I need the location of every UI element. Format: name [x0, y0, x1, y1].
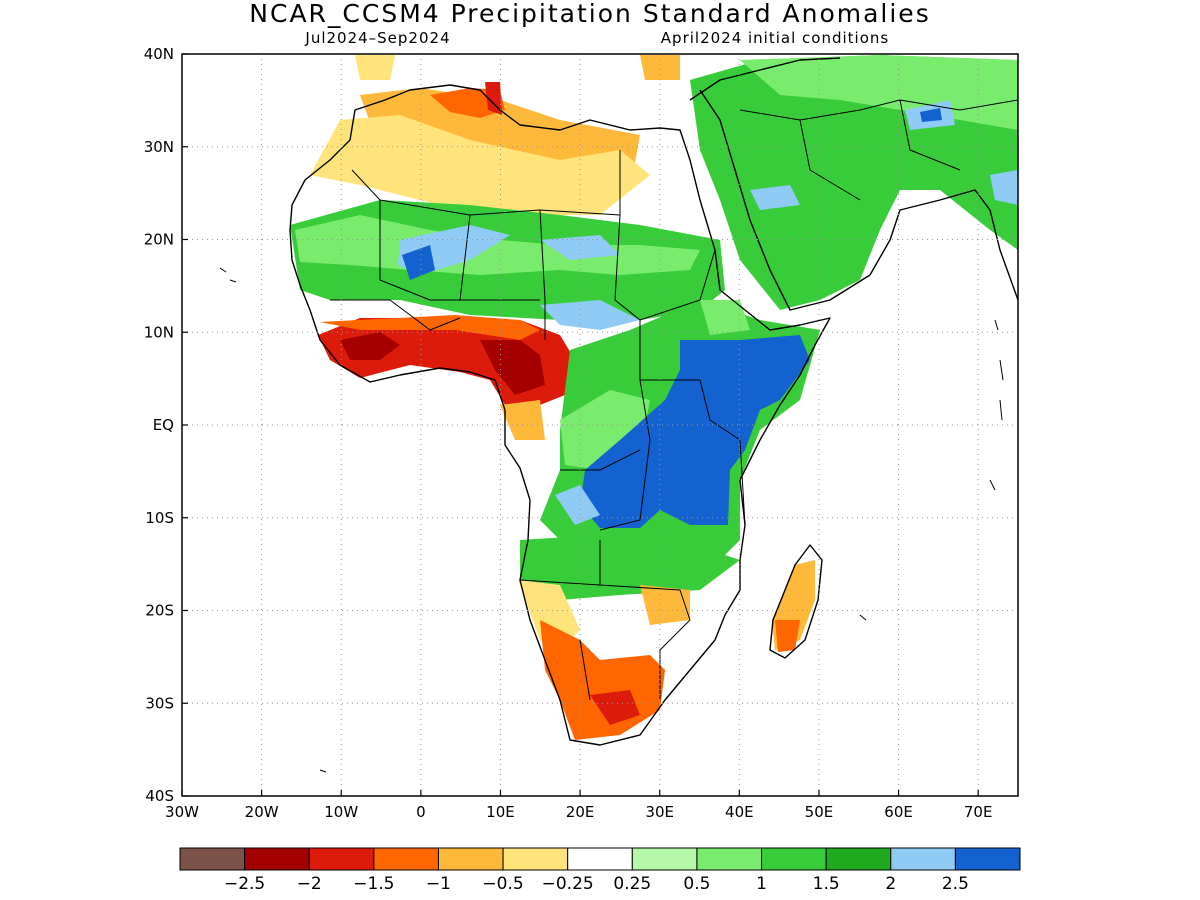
- latitude-axis: 40N 30N 20N 10N EQ 10S 20S 30S 40S: [144, 45, 188, 805]
- colorbar: −2.5 −2 −1.5 −1 −0.5 −0.25 0.25 0.5 1 1.5 2 2.5: [179, 847, 1021, 894]
- colorbar-swatch: [179, 847, 246, 871]
- colorbar-label: 2.5: [942, 874, 969, 894]
- longitude-axis: 30W 20W 10W 0 10E 20E 30E 40E 50E 60E 70E: [165, 790, 992, 821]
- colorbar-swatch: [308, 847, 375, 871]
- colorbar-swatch: [890, 847, 956, 871]
- anomaly-southafrica-red: [590, 690, 640, 725]
- coastlines-and-borders: [219, 57, 1018, 773]
- colorbar-label: 0.5: [683, 874, 710, 894]
- anomaly-sahel-light: [295, 215, 700, 275]
- lon-tick-label: 60E: [884, 803, 913, 821]
- colorbar-swatch: [373, 847, 439, 871]
- colorbar-swatch: [502, 847, 569, 871]
- madagascar-coastline: [769, 544, 823, 659]
- lat-tick-label: 20S: [145, 602, 174, 620]
- arabia-coastline: [699, 89, 1018, 311]
- anomaly-east-africa-darkblue: [580, 335, 810, 528]
- anomaly-morocco-light: [355, 55, 395, 80]
- anomaly-red-sea-green: [700, 300, 750, 335]
- anomaly-gabon-light: [500, 400, 545, 440]
- colorbar-swatch: [567, 847, 633, 871]
- lat-tick-label: EQ: [153, 416, 174, 434]
- colorbar-label: −1: [426, 874, 451, 894]
- anomaly-niger-darkblue: [402, 245, 435, 280]
- colorbar-swatch: [696, 847, 763, 871]
- islands: [219, 267, 1004, 773]
- colorbar-swatch: [437, 847, 504, 871]
- map-area: [182, 54, 1018, 796]
- africa-coastline: [289, 84, 831, 746]
- lon-tick-label: 30W: [165, 803, 199, 821]
- anomaly-madagascar-red: [775, 620, 800, 652]
- colorbar-swatch: [244, 847, 310, 871]
- colorbar-label: −0.25: [542, 874, 594, 894]
- lat-tick-label: 20N: [144, 231, 174, 249]
- anomaly-sahara-light: [310, 115, 650, 215]
- lon-tick-label: 40E: [725, 803, 754, 821]
- lon-tick-label: 10E: [486, 803, 515, 821]
- anomaly-cameroon-blue: [540, 300, 640, 330]
- anomaly-arabia-lightblue: [750, 185, 800, 210]
- lat-tick-label: 30N: [144, 138, 174, 156]
- lon-tick-label: 30E: [645, 803, 674, 821]
- borders-west: [330, 150, 716, 381]
- initial-conditions-subtitle: April2024 initial conditions: [661, 29, 889, 47]
- figure-title: NCAR_CCSM4 Precipitation Standard Anomal…: [249, 0, 930, 28]
- colorbar-label: −0.5: [482, 874, 523, 894]
- anomaly-botswana-orange: [640, 585, 690, 625]
- anomaly-tunisia-red: [485, 82, 502, 115]
- borders-east: [519, 379, 746, 701]
- colorbar-label: 1: [756, 874, 767, 894]
- lat-tick-label: 10S: [145, 509, 174, 527]
- colorbar-label: −1.5: [353, 874, 394, 894]
- anomaly-iran-blue: [920, 108, 942, 122]
- colorbar-swatch: [761, 847, 827, 871]
- anomaly-coast-orange: [320, 315, 540, 340]
- season-subtitle: Jul2024–Sep2024: [304, 29, 450, 47]
- anomaly-gulf-blue: [990, 170, 1018, 205]
- colorbar-label: −2: [297, 874, 322, 894]
- anomaly-congo-lightblue: [555, 485, 600, 525]
- lon-tick-label: 20E: [566, 803, 595, 821]
- colorbar-swatch: [825, 847, 892, 871]
- lon-tick-label: 20W: [245, 803, 279, 821]
- lon-tick-label: 10W: [324, 803, 358, 821]
- lon-tick-label: 70E: [964, 803, 993, 821]
- lat-tick-label: 30S: [145, 694, 174, 712]
- lat-tick-label: 40S: [145, 787, 174, 805]
- colorbar-label: 1.5: [813, 874, 840, 894]
- map-graticule: [182, 54, 1018, 796]
- anomaly-chad-blue: [540, 235, 620, 260]
- anomaly-guinea-dark: [340, 332, 400, 360]
- lon-tick-label: 50E: [805, 803, 834, 821]
- lat-tick-label: 40N: [144, 45, 174, 63]
- anomaly-nigeria-dark: [480, 340, 545, 395]
- colorbar-label: −2.5: [224, 874, 265, 894]
- anomaly-fields: [290, 55, 1018, 740]
- anomaly-med-orange: [640, 55, 680, 80]
- lon-tick-label: 0: [416, 803, 426, 821]
- lat-tick-label: 10N: [144, 323, 174, 341]
- colorbar-label: 0.25: [613, 874, 651, 894]
- colorbar-label: 2: [885, 874, 896, 894]
- borders-middle-east: [739, 99, 1018, 201]
- colorbar-swatch: [631, 847, 698, 871]
- colorbar-swatch: [954, 847, 1021, 871]
- med-coast-north: [689, 57, 841, 101]
